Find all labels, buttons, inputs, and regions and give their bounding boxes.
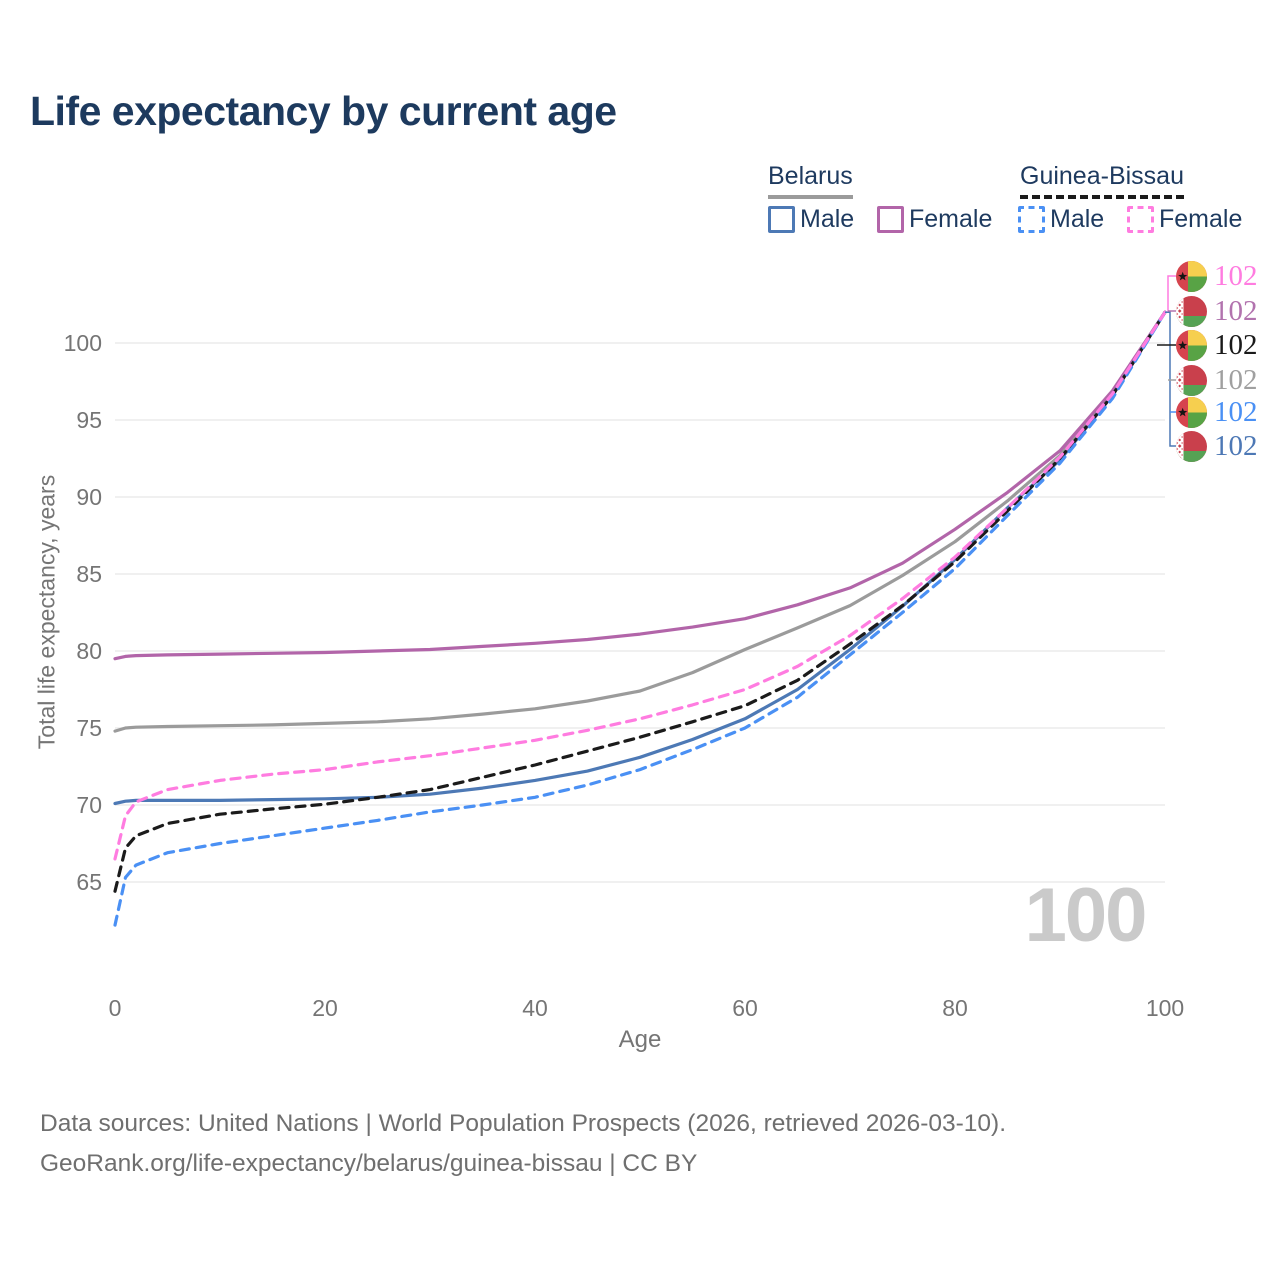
attribution-line: GeoRank.org/life-expectancy/belarus/guin… xyxy=(40,1150,698,1177)
end-value-text: 102 xyxy=(1214,329,1258,361)
x-axis-title: Age xyxy=(618,1026,662,1053)
end-value-text: 102 xyxy=(1214,430,1258,462)
y-tick-label: 75 xyxy=(76,715,102,741)
legend-label: Female xyxy=(1159,204,1243,233)
y-tick-label: 80 xyxy=(76,638,102,664)
guinea-bissau-flag-icon xyxy=(1176,396,1207,428)
age-watermark: 100 xyxy=(1024,873,1148,958)
y-tick-label: 85 xyxy=(76,561,102,587)
leader-line xyxy=(1165,275,1176,313)
checkbox-icon[interactable] xyxy=(1127,205,1154,233)
checkbox-icon[interactable] xyxy=(768,205,795,233)
data-sources-line: Data sources: United Nations | World Pop… xyxy=(40,1110,1007,1137)
belarus-flag-icon xyxy=(1176,430,1207,462)
checkbox-icon[interactable] xyxy=(1018,205,1045,233)
page-title: Life expectancy by current age xyxy=(30,88,617,134)
legend-group-belarus: Belarus xyxy=(768,162,853,199)
legend-item-belarus-female[interactable]: Female xyxy=(877,203,992,235)
footer: Data sources: United Nations | World Pop… xyxy=(40,1104,1006,1184)
belarus-flag-icon xyxy=(1176,364,1207,396)
guinea-bissau-flag-icon xyxy=(1176,329,1207,361)
legend-group-belarus-label: Belarus xyxy=(768,162,853,199)
end-value-label: 102 xyxy=(1176,329,1258,361)
end-value-label: 102 xyxy=(1176,260,1258,292)
series-line-belarus[interactable] xyxy=(113,310,1167,733)
legend-label: Male xyxy=(800,204,855,233)
guinea-bissau-flag-icon xyxy=(1176,260,1207,292)
legend-item-guinea-bissau-female[interactable]: Female xyxy=(1127,203,1242,235)
y-tick-label: 65 xyxy=(76,869,102,895)
legend-item-belarus-male[interactable]: Male xyxy=(768,203,854,235)
end-value-label: 102 xyxy=(1176,295,1258,327)
belarus-flag-icon xyxy=(1176,295,1207,327)
x-tick-label: 100 xyxy=(1146,995,1184,1021)
end-value-label: 102 xyxy=(1176,430,1258,462)
x-tick-label: 20 xyxy=(312,995,338,1021)
y-tick-label: 95 xyxy=(76,407,102,433)
y-axis-title: Total life expectancy, years xyxy=(33,474,60,750)
x-tick-label: 60 xyxy=(732,995,758,1021)
legend-item-guinea-bissau-male[interactable]: Male xyxy=(1018,203,1104,235)
series-line-guinea-bissau-female[interactable] xyxy=(113,310,1167,861)
leader-line xyxy=(1165,311,1176,447)
legend-label: Male xyxy=(1050,204,1105,233)
y-tick-label: 100 xyxy=(64,330,102,356)
end-value-label: 102 xyxy=(1176,396,1258,428)
x-tick-label: 0 xyxy=(109,995,122,1021)
legend-group-guinea-bissau-label: Guinea-Bissau xyxy=(1020,162,1184,199)
series-line-belarus-female[interactable] xyxy=(113,310,1167,661)
y-tick-label: 90 xyxy=(76,484,102,510)
end-value-text: 102 xyxy=(1214,295,1258,327)
end-value-text: 102 xyxy=(1214,396,1258,428)
end-value-text: 102 xyxy=(1214,260,1258,292)
x-tick-label: 80 xyxy=(942,995,968,1021)
x-tick-label: 40 xyxy=(522,995,548,1021)
legend-group-guinea-bissau: Guinea-Bissau xyxy=(1020,162,1184,199)
series-line-guinea-bissau[interactable] xyxy=(113,310,1167,893)
end-value-text: 102 xyxy=(1214,364,1258,396)
end-value-label: 102 xyxy=(1176,364,1258,396)
legend-label: Female xyxy=(909,204,993,233)
checkbox-icon[interactable] xyxy=(877,205,904,233)
series-line-belarus-male[interactable] xyxy=(113,310,1167,806)
series-line-guinea-bissau-male[interactable] xyxy=(113,310,1167,927)
y-tick-label: 70 xyxy=(76,792,102,818)
